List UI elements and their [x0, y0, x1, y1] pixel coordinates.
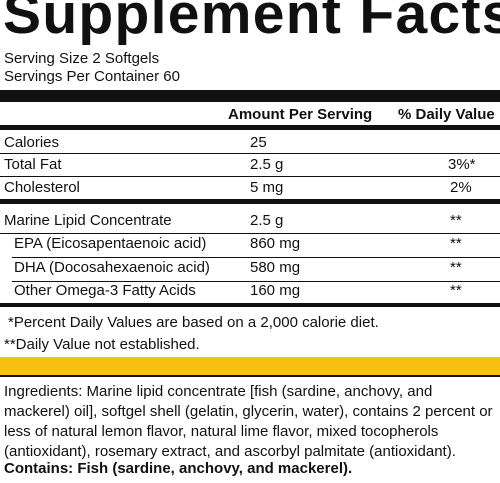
nutrient-name: DHA (Docosahexaenoic acid): [14, 259, 210, 276]
nutrient-name: EPA (Eicosapentaenoic acid): [14, 235, 207, 252]
nutrient-daily-value: **: [450, 235, 462, 252]
nutrient-daily-value: **: [450, 259, 462, 276]
nutrient-amount: 2.5 g: [250, 212, 284, 229]
nutrient-name: Total Fat: [4, 156, 62, 173]
ingredients-box: Ingredients: Marine lipid concentrate [f…: [0, 375, 500, 483]
table-row: Marine Lipid Concentrate 2.5 g **: [0, 210, 500, 232]
daily-value-header: % Daily Value: [398, 106, 495, 123]
row-divider: [0, 233, 500, 234]
section-divider: [0, 199, 500, 204]
servings-per-container: Servings Per Container 60: [4, 68, 180, 85]
nutrient-amount: 2.5 g: [250, 156, 284, 173]
nutrient-name: Cholesterol: [4, 179, 80, 196]
nutrient-name: Marine Lipid Concentrate: [4, 212, 172, 229]
table-row: Calories 25: [0, 132, 500, 154]
table-row: DHA (Docosahexaenoic acid) 580 mg **: [0, 257, 500, 279]
ingredients-text: Ingredients: Marine lipid concentrate [f…: [4, 383, 493, 460]
amount-per-serving-header: Amount Per Serving: [228, 106, 373, 123]
yellow-band: [0, 357, 500, 375]
percent-daily-value-footnote: *Percent Daily Values are based on a 2,0…: [8, 314, 379, 331]
daily-value-not-established-footnote: **Daily Value not established.: [4, 336, 200, 353]
label-title: Supplement Facts: [3, 0, 500, 46]
row-divider: [12, 281, 500, 282]
nutrient-amount: 860 mg: [250, 235, 301, 252]
table-row: Other Omega-3 Fatty Acids 160 mg **: [0, 280, 500, 302]
table-row: Cholesterol 5 mg 2%: [0, 177, 500, 199]
header-divider: [0, 125, 500, 130]
nutrient-amount: 25: [250, 134, 267, 151]
nutrient-daily-value: **: [450, 212, 462, 229]
nutrient-amount: 160 mg: [250, 282, 301, 299]
nutrient-daily-value: 2%: [450, 179, 472, 196]
allergen-statement: Contains: Fish (sardine, anchovy, and ma…: [4, 460, 353, 477]
table-row: EPA (Eicosapentaenoic acid) 860 mg **: [0, 233, 500, 255]
nutrient-daily-value: **: [450, 282, 462, 299]
footnote-divider: [0, 303, 500, 307]
thick-divider: [0, 90, 500, 102]
row-divider: [0, 153, 500, 154]
row-divider: [0, 176, 500, 177]
serving-size: Serving Size 2 Softgels: [4, 50, 160, 67]
nutrient-amount: 580 mg: [250, 259, 301, 276]
nutrient-daily-value: 3%*: [448, 156, 476, 173]
nutrient-name: Other Omega-3 Fatty Acids: [14, 282, 196, 299]
nutrient-name: Calories: [4, 134, 60, 151]
row-divider: [12, 257, 500, 258]
table-row: Total Fat 2.5 g 3%*: [0, 154, 500, 176]
nutrient-amount: 5 mg: [250, 179, 284, 196]
